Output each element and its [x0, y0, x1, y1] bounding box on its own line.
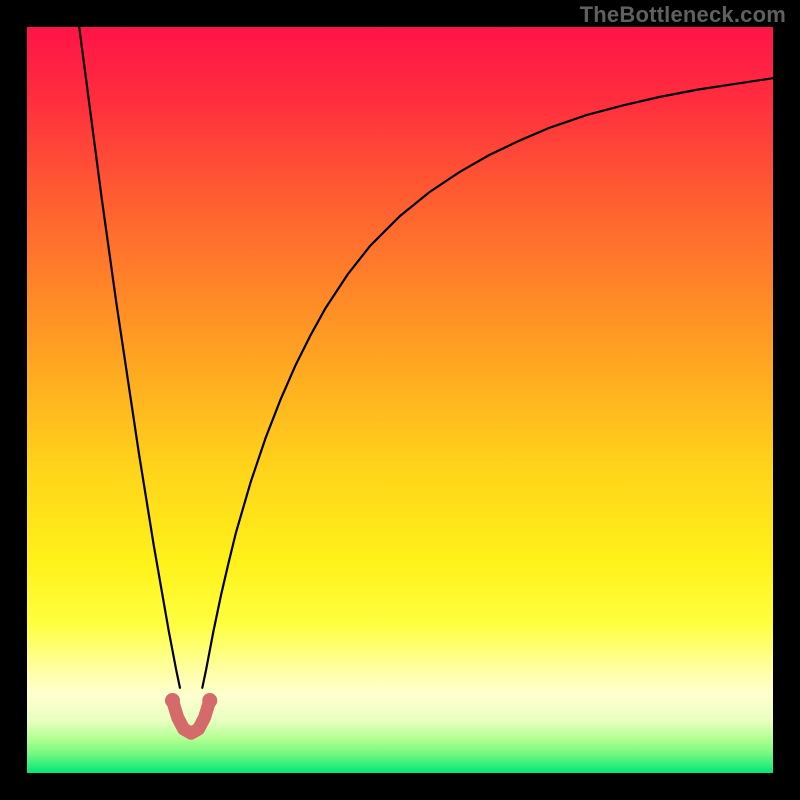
watermark-text: TheBottleneck.com [580, 2, 786, 28]
chart-container: TheBottleneck.com [0, 0, 800, 800]
chart-svg [0, 0, 800, 800]
trough-dot-left [165, 693, 180, 708]
plot-background [27, 27, 773, 773]
trough-dot-right [202, 693, 217, 708]
